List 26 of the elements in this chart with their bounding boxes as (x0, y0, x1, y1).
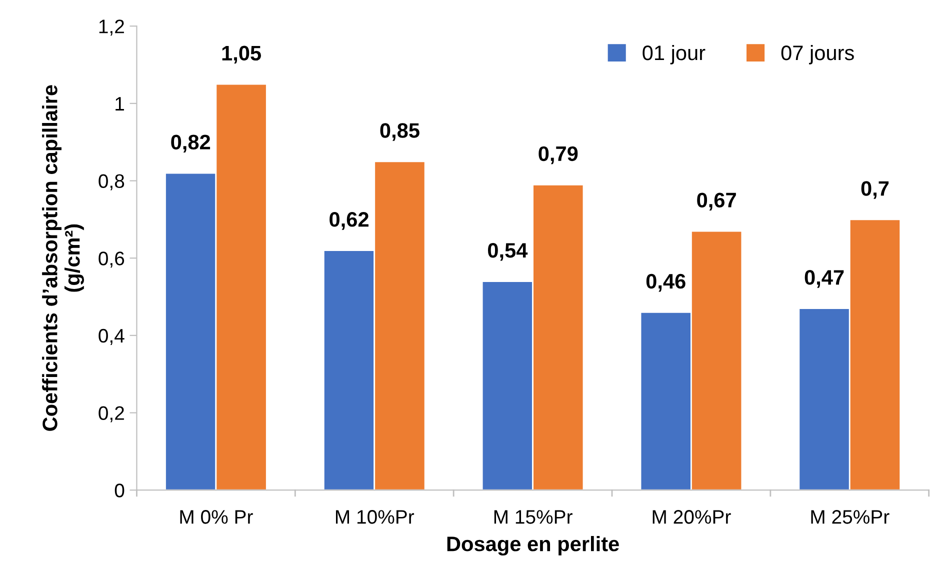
x-tick-label: M 0% Pr (180, 510, 253, 524)
y-tick-label: 0,2 (98, 406, 124, 422)
data-label: 0,7 (861, 181, 889, 199)
y-tick-label: 0,4 (98, 328, 124, 345)
data-label: 0,54 (488, 242, 528, 261)
x-axis-title: Dosage en perlite (447, 536, 619, 556)
x-tick-label: M 20%Pr (652, 510, 731, 524)
x-tick-label: M 25%Pr (811, 510, 890, 524)
y-tick-label: 0,8 (98, 174, 124, 190)
legend-label: 01 jour (642, 44, 706, 64)
x-tick-label: M 15%Pr (494, 510, 572, 524)
y-tick-label: 1,2 (99, 20, 124, 36)
x-tick-label: M 10%Pr (336, 510, 414, 524)
y-axis-title: Coefficients d’absorption capillaire (g/cm²) (42, 85, 84, 431)
y-tick-label: 0,6 (98, 252, 124, 268)
y-tick-label: 0 (114, 484, 124, 498)
data-label: 1,05 (222, 46, 261, 64)
data-label: 0,62 (330, 212, 368, 230)
data-label: 0,82 (171, 134, 210, 152)
data-label: 0,79 (538, 146, 578, 164)
legend-label: 07 jours (781, 44, 854, 64)
data-label: 0,85 (380, 123, 420, 141)
data-label: 0,67 (697, 192, 736, 210)
data-label: 0,46 (646, 274, 686, 292)
y-tick-label: 1 (116, 97, 124, 110)
data-label: 0,47 (804, 270, 844, 288)
